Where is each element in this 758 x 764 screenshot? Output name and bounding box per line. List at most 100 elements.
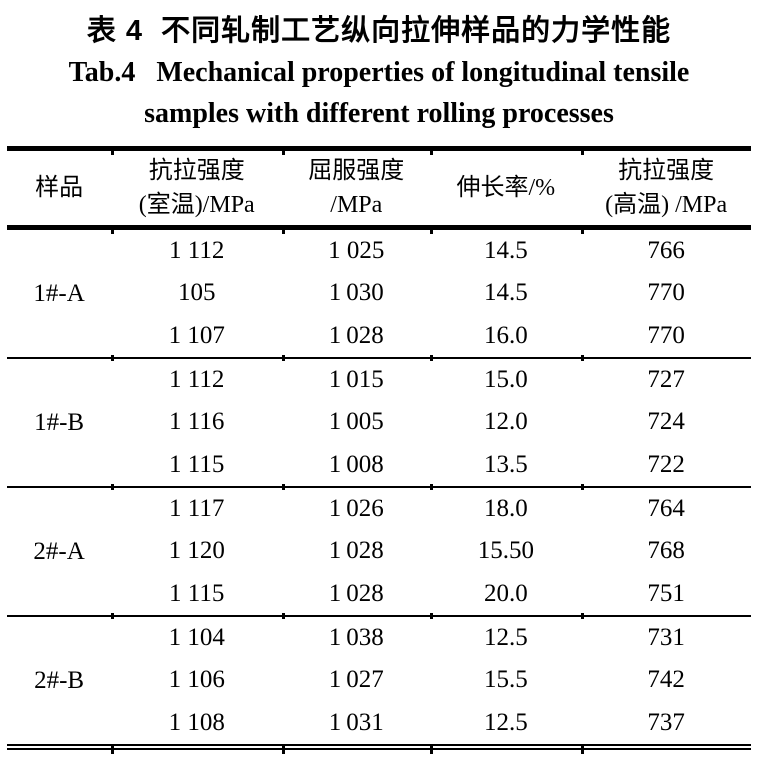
group-separator-rule (7, 484, 751, 490)
group-col-tensile-rt: 1 104 1 106 1 108 (111, 617, 282, 744)
column-tick (111, 613, 115, 619)
header-col-elongation: 伸长率/% (430, 171, 581, 205)
table-cell: 18.0 (483, 495, 528, 523)
header-line: 抗拉强度 (148, 158, 245, 184)
column-tick (581, 484, 585, 490)
group-col-tensile-ht: 731 742 737 (581, 617, 751, 744)
group-col-tensile-rt: 1 112 1 116 1 115 (111, 359, 282, 486)
column-tick (581, 146, 585, 155)
table-cell: 722 (647, 450, 685, 478)
table-cell: 1 005 (328, 408, 384, 436)
table-cell: 1 030 (328, 279, 384, 307)
table-title-english-line2: samples with different rolling processes (144, 98, 614, 129)
group-col-elongation: 14.5 14.5 16.0 (430, 230, 581, 357)
sample-label: 2#-B (34, 666, 85, 694)
table-cell: 13.5 (483, 450, 528, 478)
table-cell: 15.0 (483, 366, 528, 394)
column-tick (282, 613, 286, 619)
sample-label: 1#-A (33, 279, 85, 307)
header-line: (高温) /MPa (605, 192, 728, 218)
header-col-tensile-strength-ht: 抗拉强度 (高温) /MPa (581, 154, 751, 222)
header-col-tensile-strength-rt: 抗拉强度 (室温)/MPa (111, 154, 282, 222)
column-tick (111, 225, 115, 234)
table-title-english-line1: Tab.4 Mechanical properties of longitudi… (68, 57, 690, 88)
column-tick (430, 225, 434, 234)
table-cell: 1 115 (169, 579, 225, 607)
group-separator-rule (7, 613, 751, 619)
table-group-1A: 1#-A 1 112 105 1 107 1 025 1 030 1 028 1… (7, 230, 751, 357)
column-tick (581, 225, 585, 234)
table-header-row: 样品 抗拉强度 (室温)/MPa 屈服强度 /MPa 伸长率/% 抗拉强度 (高… (7, 151, 751, 225)
group-separator-rule (7, 355, 751, 361)
data-table: 样品 抗拉强度 (室温)/MPa 屈服强度 /MPa 伸长率/% 抗拉强度 (高… (7, 146, 751, 754)
table-cell: 727 (647, 366, 685, 394)
column-tick (282, 225, 286, 234)
table-cell: 742 (647, 666, 685, 694)
group-col-elongation: 12.5 15.5 12.5 (430, 617, 581, 744)
column-tick (430, 744, 434, 754)
column-tick (282, 744, 286, 754)
table-top-rule (7, 146, 751, 155)
table-cell: 1 116 (169, 408, 225, 436)
table-cell: 1 028 (328, 321, 384, 349)
header-line: /MPa (330, 192, 383, 218)
header-col-sample: 样品 (7, 171, 111, 205)
table-group-2A: 2#-A 1 117 1 120 1 115 1 026 1 028 1 028… (7, 488, 751, 615)
table-cell: 1 115 (169, 450, 225, 478)
table-cell: 1 107 (168, 321, 225, 349)
table-cell: 1 027 (328, 666, 384, 694)
table-cell: 724 (647, 408, 685, 436)
column-tick (581, 355, 585, 361)
group-col-tensile-ht: 764 768 751 (581, 488, 751, 615)
table-cell: 14.5 (483, 237, 528, 265)
table-cell: 1 026 (328, 495, 384, 523)
table-cell: 12.5 (483, 624, 528, 652)
column-tick (581, 744, 585, 754)
group-col-tensile-rt: 1 117 1 120 1 115 (111, 488, 282, 615)
table-cell: 105 (177, 279, 216, 307)
column-tick (430, 146, 434, 155)
table-title-chinese: 表 4 不同轧制工艺纵向拉伸样品的力学性能 (86, 15, 672, 47)
table-cell: 20.0 (483, 579, 528, 607)
table-cell: 764 (647, 495, 685, 523)
table-cell: 1 112 (169, 366, 225, 394)
column-tick (282, 355, 286, 361)
group-col-yield: 1 015 1 005 1 008 (282, 359, 430, 486)
header-line: 样品 (35, 175, 84, 201)
column-tick (581, 613, 585, 619)
table-cell: 1 031 (328, 708, 384, 736)
header-bottom-rule (7, 225, 751, 234)
table-cell: 1 008 (328, 450, 384, 478)
header-line: 伸长率/% (456, 175, 556, 201)
table-group-1B: 1#-B 1 112 1 116 1 115 1 015 1 005 1 008… (7, 359, 751, 486)
group-col-yield: 1 038 1 027 1 031 (282, 617, 430, 744)
table-cell: 1 025 (328, 237, 385, 265)
table-cell: 14.5 (483, 279, 528, 307)
table-cell: 12.5 (483, 708, 528, 736)
table-cell: 1 120 (168, 537, 225, 565)
table-cell: 16.0 (483, 321, 528, 349)
table-group-2B: 2#-B 1 104 1 106 1 108 1 038 1 027 1 031… (7, 617, 751, 744)
column-tick (111, 355, 115, 361)
column-tick (111, 146, 115, 155)
header-line: 抗拉强度 (618, 158, 715, 184)
table-cell: 15.50 (477, 537, 534, 565)
table-cell: 751 (647, 579, 685, 607)
column-tick (430, 355, 434, 361)
group-col-elongation: 15.0 12.0 13.5 (430, 359, 581, 486)
column-tick (111, 744, 115, 754)
table-cell: 1 038 (328, 624, 384, 652)
table-cell: 1 028 (328, 579, 384, 607)
table-cell: 1 108 (168, 708, 225, 736)
table-cell: 737 (647, 708, 685, 736)
sample-label: 2#-A (33, 537, 85, 565)
table-bottom-rule (7, 744, 751, 754)
table-cell: 1 015 (328, 366, 384, 394)
column-tick (430, 484, 434, 490)
column-tick (282, 484, 286, 490)
table-cell: 731 (647, 624, 685, 652)
column-tick (430, 613, 434, 619)
table-cell: 768 (647, 537, 685, 565)
table-cell: 766 (647, 237, 685, 265)
